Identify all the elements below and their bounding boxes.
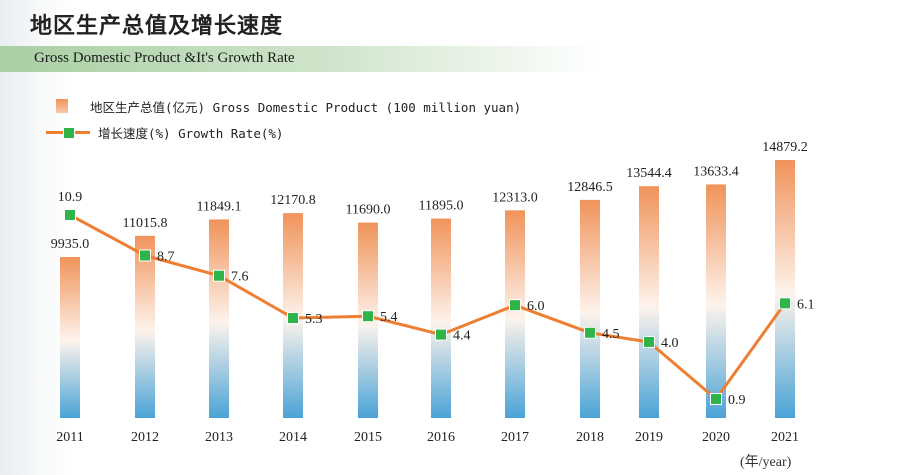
bar-value-label-2018: 12846.5 (567, 180, 613, 195)
bar-value-label-2019: 13544.4 (626, 166, 672, 181)
x-tick-label-2021: 2021 (771, 430, 799, 445)
x-tick-label-2017: 2017 (501, 430, 529, 445)
legend-label-rate: 增长速度(%) Growth Rate(%) (98, 125, 284, 141)
rate-marker-2012 (139, 249, 151, 262)
rate-marker-2020 (710, 393, 722, 405)
bar-value-label-2016: 11895.0 (419, 199, 464, 214)
rate-marker-2019 (643, 335, 655, 348)
rate-marker-2016 (435, 328, 447, 341)
bar-2012 (135, 235, 155, 418)
x-tick-label-2015: 2015 (354, 430, 382, 445)
rate-marker-2017 (509, 299, 521, 312)
legend-line-swatch (46, 125, 90, 139)
rate-value-label-2017: 6.0 (527, 299, 545, 314)
bar-2016 (431, 218, 451, 418)
rate-value-label-2012: 8.7 (157, 249, 175, 264)
rate-marker-2015 (362, 310, 374, 323)
bar-2019 (639, 186, 659, 418)
x-tick-label-2014: 2014 (279, 430, 307, 445)
bar-value-label-2017: 12313.0 (492, 190, 538, 205)
legend-item-gdp: 地区生产总值(亿元) Gross Domestic Product (100 m… (46, 96, 521, 116)
x-tick-label-2012: 2012 (131, 430, 159, 445)
bar-value-label-2011: 9935.0 (51, 237, 90, 252)
rate-value-label-2013: 7.6 (231, 270, 249, 285)
bar-value-label-2015: 11690.0 (346, 203, 391, 218)
rate-marker-2011 (64, 209, 76, 221)
rate-marker-2014 (287, 312, 299, 325)
bar-2011 (60, 257, 80, 418)
bar-2021 (775, 160, 795, 418)
bar-value-label-2013: 11849.1 (197, 199, 242, 214)
x-tick-label-2018: 2018 (576, 430, 604, 445)
x-tick-label-2011: 2011 (56, 430, 83, 445)
legend-label-gdp: 地区生产总值(亿元) Gross Domestic Product (100 m… (90, 99, 522, 115)
x-tick-label-2016: 2016 (427, 430, 455, 445)
legend-bar-swatch (56, 99, 68, 113)
page-subtitle: Gross Domestic Product &It's Growth Rate (34, 50, 295, 66)
x-tick-label-2019: 2019 (635, 430, 663, 445)
bar-value-label-2020: 13633.4 (693, 164, 739, 179)
bar-value-label-2021: 14879.2 (762, 140, 808, 155)
rate-value-label-2018: 4.5 (602, 327, 620, 342)
rate-marker-2021 (779, 297, 791, 310)
rate-value-label-2014: 5.3 (305, 312, 323, 327)
page-title: 地区生产总值及增长速度 (30, 14, 284, 39)
x-tick-label-2020: 2020 (702, 430, 730, 445)
x-axis-unit-label: (年/year) (740, 455, 792, 470)
rate-marker-2013 (213, 269, 225, 282)
rate-value-label-2011: 10.9 (58, 190, 83, 205)
rate-value-label-2016: 4.4 (453, 329, 471, 344)
bar-value-label-2014: 12170.8 (270, 193, 316, 208)
bar-2018 (580, 199, 600, 418)
x-tick-label-2013: 2013 (205, 430, 233, 445)
background-texture (0, 0, 70, 475)
rate-value-label-2019: 4.0 (661, 336, 679, 351)
bar-2020 (706, 184, 726, 418)
growth-rate-line (69, 213, 787, 401)
rate-marker-2018 (584, 326, 596, 339)
rate-value-label-2021: 6.1 (797, 297, 815, 312)
subtitle-band (0, 46, 600, 72)
legend-item-rate: 增长速度(%) Growth Rate(%) (46, 122, 283, 142)
bar-value-label-2012: 11015.8 (123, 216, 168, 231)
rate-value-label-2015: 5.4 (380, 310, 398, 325)
rate-value-label-2020: 0.9 (728, 393, 746, 408)
bar-2017 (505, 210, 525, 418)
bar-2013 (209, 219, 229, 418)
